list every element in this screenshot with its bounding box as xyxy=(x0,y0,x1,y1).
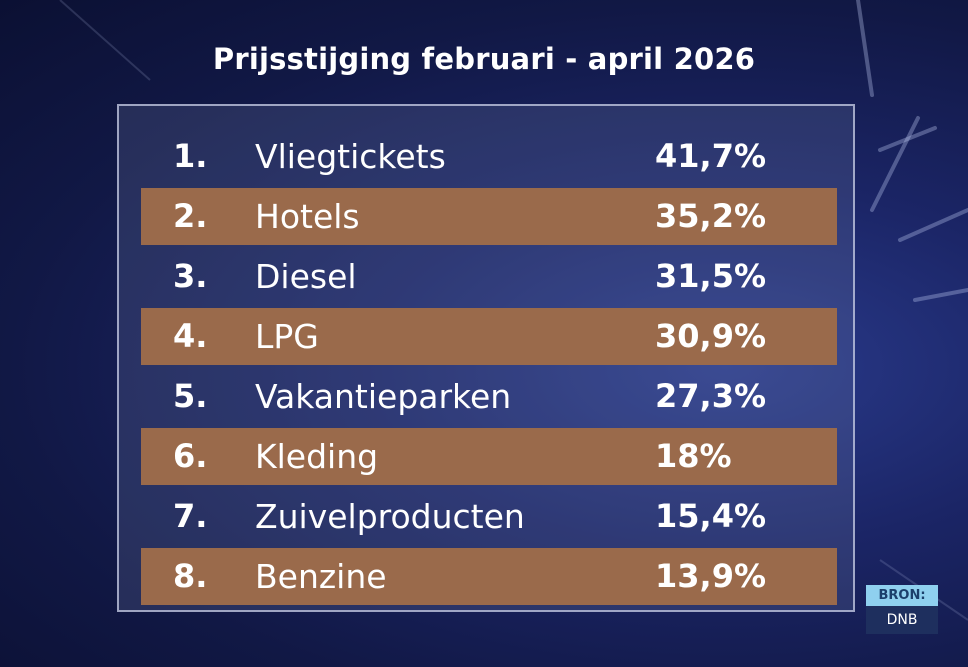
row-label: Kleding xyxy=(255,437,379,476)
table-row: 7. Zuivelproducten 15,4% xyxy=(141,488,837,545)
chart-title: Prijsstijging februari - april 2026 xyxy=(212,42,756,76)
source-tag: BRON: xyxy=(866,585,938,606)
row-rank: 3. xyxy=(173,257,208,295)
row-rank: 8. xyxy=(173,557,208,595)
row-label: LPG xyxy=(255,317,319,356)
row-value: 41,7% xyxy=(655,137,767,175)
row-value: 13,9% xyxy=(655,557,767,595)
table-row: 8. Benzine 13,9% xyxy=(141,548,837,605)
ranking-table: 1. Vliegtickets 41,7% 2. Hotels 35,2% 3. Diesel… xyxy=(117,104,855,612)
row-value: 27,3% xyxy=(655,377,767,415)
table-row: 1. Vliegtickets 41,7% xyxy=(141,128,837,185)
row-rank: 2. xyxy=(173,197,208,235)
row-label: Hotels xyxy=(255,197,360,236)
table-row: 6. Kleding 18% xyxy=(141,428,837,485)
row-value: 35,2% xyxy=(655,197,767,235)
table-row: 3. Diesel 31,5% xyxy=(141,248,837,305)
row-value: 30,9% xyxy=(655,317,767,355)
row-rank: 5. xyxy=(173,377,208,415)
row-value: 18% xyxy=(655,437,732,475)
row-label: Zuivelproducten xyxy=(255,497,525,536)
row-label: Benzine xyxy=(255,557,387,596)
row-rank: 6. xyxy=(173,437,208,475)
table-row: 4. LPG 30,9% xyxy=(141,308,837,365)
source-badge: BRON: DNB xyxy=(866,585,938,634)
table-row: 5. Vakantieparken 27,3% xyxy=(141,368,837,425)
table-row: 2. Hotels 35,2% xyxy=(141,188,837,245)
row-rank: 7. xyxy=(173,497,208,535)
row-label: Diesel xyxy=(255,257,357,296)
row-rank: 4. xyxy=(173,317,208,355)
row-value: 31,5% xyxy=(655,257,767,295)
row-label: Vakantieparken xyxy=(255,377,512,416)
source-name: DNB xyxy=(866,606,938,634)
row-label: Vliegtickets xyxy=(255,137,446,176)
row-rank: 1. xyxy=(173,137,208,175)
row-value: 15,4% xyxy=(655,497,767,535)
